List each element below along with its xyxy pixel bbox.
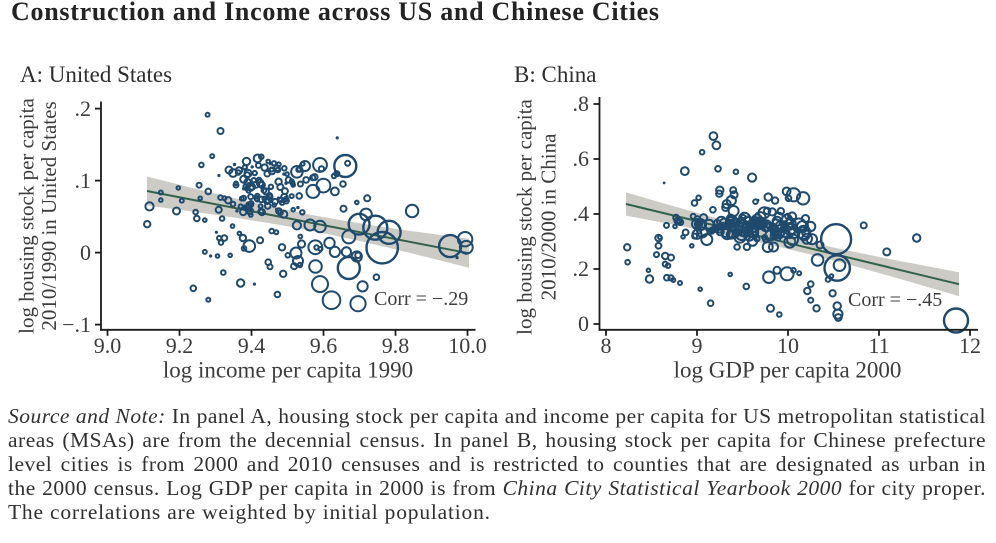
svg-text:.6: .6 bbox=[573, 146, 590, 171]
svg-text:−.1: −.1 bbox=[62, 312, 91, 337]
svg-text:9.2: 9.2 bbox=[166, 333, 194, 358]
svg-text:.1: .1 bbox=[75, 168, 92, 193]
svg-text:9.0: 9.0 bbox=[94, 333, 122, 358]
svg-text:log housing stock per capita: log housing stock per capita bbox=[513, 99, 537, 335]
svg-text:9.4: 9.4 bbox=[238, 333, 266, 358]
svg-text:B: China: B: China bbox=[514, 62, 596, 87]
svg-text:log income per capita 1990: log income per capita 1990 bbox=[163, 358, 413, 383]
svg-text:Corr = −.45: Corr = −.45 bbox=[848, 289, 942, 311]
svg-text:11: 11 bbox=[868, 333, 889, 358]
svg-text:9.6: 9.6 bbox=[310, 333, 338, 358]
svg-text:12: 12 bbox=[959, 333, 981, 358]
svg-text:.2: .2 bbox=[573, 256, 590, 281]
svg-text:A: United States: A: United States bbox=[20, 62, 172, 87]
svg-text:10.0: 10.0 bbox=[448, 333, 487, 358]
svg-text:9: 9 bbox=[692, 333, 703, 358]
svg-text:.4: .4 bbox=[573, 201, 590, 226]
svg-text:0: 0 bbox=[80, 240, 91, 265]
svg-text:0: 0 bbox=[578, 311, 589, 336]
svg-text:8: 8 bbox=[601, 333, 612, 358]
svg-text:.8: .8 bbox=[573, 91, 590, 116]
svg-text:10: 10 bbox=[777, 333, 799, 358]
svg-text:2010/1990 in United States: 2010/1990 in United States bbox=[37, 101, 61, 330]
svg-text:Corr = −.29: Corr = −.29 bbox=[374, 288, 468, 310]
svg-text:.2: .2 bbox=[75, 96, 92, 121]
svg-text:log housing stock per capita: log housing stock per capita bbox=[15, 98, 39, 334]
svg-text:9.8: 9.8 bbox=[382, 333, 410, 358]
svg-text:log GDP per capita 2000: log GDP per capita 2000 bbox=[674, 358, 902, 383]
svg-text:2010/2000 in China: 2010/2000 in China bbox=[537, 133, 561, 301]
